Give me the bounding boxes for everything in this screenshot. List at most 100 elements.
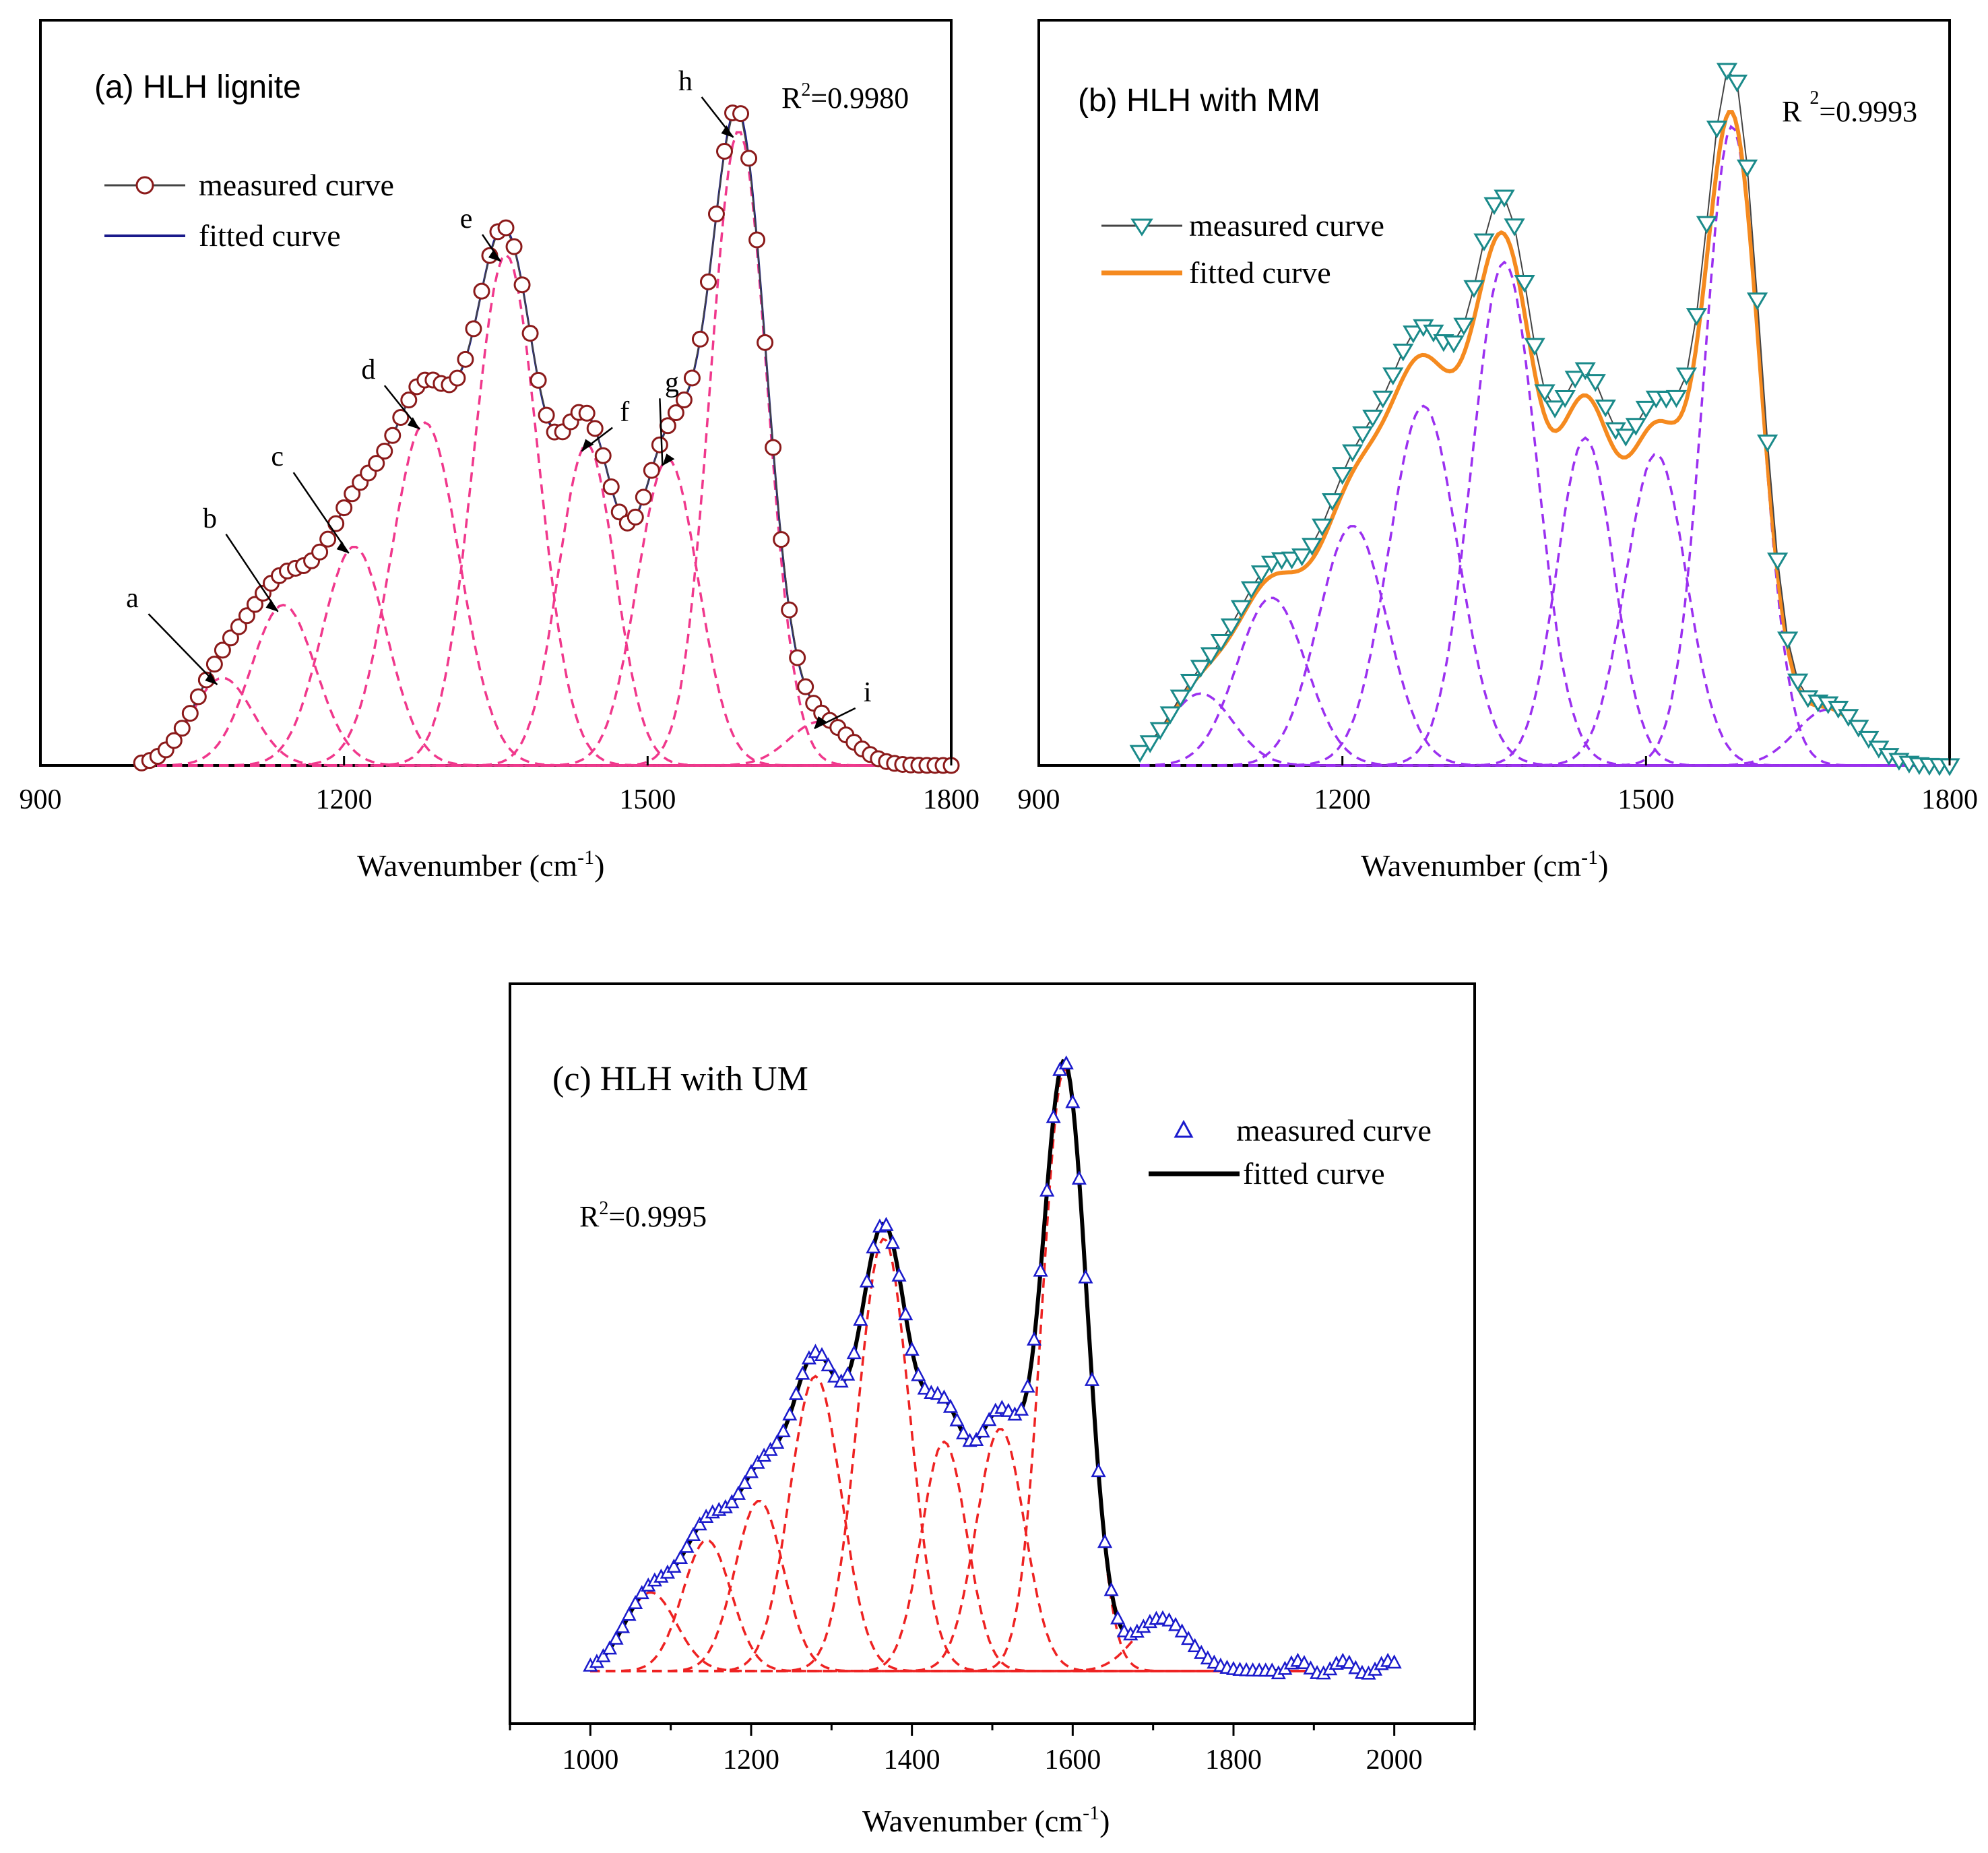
panel-b-plot	[1129, 63, 1960, 776]
measured-point	[840, 1366, 856, 1381]
peak-label-e: e	[460, 203, 473, 234]
peak-arrowhead-f	[581, 439, 594, 451]
measured-point	[1473, 233, 1495, 251]
panel-c-title: (c) HLH with UM	[552, 1060, 808, 1098]
measured-point	[497, 219, 515, 237]
measured-point	[327, 515, 345, 532]
measured-point	[1766, 553, 1789, 571]
measured-point	[1180, 674, 1201, 692]
measured-point	[732, 105, 750, 123]
measured-point	[1615, 429, 1636, 447]
measured-point	[1084, 1371, 1100, 1386]
component-peak-6	[1140, 436, 1950, 767]
panel-c-xticks: 1000 1200 1400 1600 1800 2000	[509, 1724, 1476, 1776]
measured-point	[610, 503, 628, 521]
measured-point	[1078, 1269, 1093, 1284]
x-tick-label: 1500	[619, 784, 676, 815]
measured-point	[737, 1475, 752, 1489]
component-peak-9	[1140, 708, 1950, 767]
measured-point	[238, 607, 255, 625]
measured-point	[740, 150, 758, 167]
panel-c: 1000 1200 1400 1600 1800 2000 (c) HLH with UM…	[509, 982, 1476, 1838]
measured-point	[853, 1311, 868, 1326]
measured-point	[594, 447, 612, 464]
measured-point	[319, 530, 337, 548]
measured-point	[1303, 1660, 1318, 1675]
panel-a-legend: measured curve fitted curve	[104, 168, 394, 253]
measured-point	[1534, 384, 1556, 402]
measured-point	[1033, 1262, 1048, 1277]
measured-point	[1635, 400, 1657, 419]
measured-point	[1103, 1581, 1119, 1596]
measured-point	[635, 489, 652, 506]
measured-point	[1494, 189, 1515, 208]
measured-point	[789, 649, 806, 666]
measured-point	[586, 420, 604, 437]
peak-arrow-b	[225, 534, 279, 613]
x-tick-label: 1600	[1044, 1745, 1101, 1776]
panel-c-legend: measured curve fitted curve	[1149, 1113, 1432, 1191]
measured-point	[1332, 467, 1353, 485]
measured-point	[797, 678, 814, 695]
measured-point	[602, 478, 620, 496]
measured-point	[1046, 1108, 1061, 1123]
peak-arrow-i	[814, 707, 856, 730]
component-peak-2	[1140, 596, 1950, 767]
measured-point	[1392, 343, 1414, 362]
measured-point	[1544, 400, 1566, 418]
measured-point	[1169, 689, 1191, 708]
x-tick-label: 1200	[316, 784, 373, 815]
measured-point	[1382, 367, 1404, 385]
peak-arrowhead-c	[336, 541, 349, 554]
measured-point	[173, 720, 191, 737]
measured-point	[675, 391, 693, 408]
measured-point	[898, 1306, 913, 1321]
x-tick-label: 900	[1018, 784, 1060, 815]
legend-a-fitted-label: fitted curve	[199, 218, 341, 253]
measured-point	[942, 1398, 959, 1413]
x-tick-label: 1200	[1314, 784, 1371, 815]
measured-point	[1174, 1623, 1190, 1638]
panel-a-frame	[39, 19, 953, 767]
measured-point	[775, 1423, 791, 1437]
legend-a-measured-marker	[135, 176, 154, 195]
measured-point	[1200, 1650, 1215, 1665]
measured-point	[1260, 555, 1283, 574]
panel-c-r2: R2=0.9995	[579, 1198, 707, 1233]
measured-point	[782, 1406, 798, 1421]
x-tick-label: 1800	[923, 784, 980, 815]
measured-point	[743, 1464, 759, 1478]
measured-point	[904, 1341, 920, 1356]
measured-point	[1386, 1654, 1402, 1669]
panel-b-frame	[1037, 19, 1951, 767]
measured-point	[1362, 409, 1384, 428]
panel-b: 900 1200 1500 1800 (b) HLH with MM R 2=0.999…	[1018, 19, 1978, 883]
peak-arrow-g	[659, 398, 664, 466]
measured-point	[691, 330, 709, 348]
measured-point	[1230, 600, 1252, 619]
measured-point	[1097, 1534, 1113, 1548]
measured-point	[699, 273, 717, 290]
measured-point	[730, 1485, 746, 1500]
measured-point	[1296, 1655, 1312, 1670]
x-tick-label: 1800	[1921, 784, 1978, 815]
measured-point	[1168, 1616, 1184, 1631]
measured-point	[827, 1368, 843, 1383]
measured-point	[1574, 362, 1596, 381]
measured-point	[1039, 1182, 1055, 1197]
measured-point	[181, 705, 199, 722]
measured-point	[1463, 280, 1485, 299]
legend-b-measured-marker	[1130, 218, 1153, 237]
peak-arrowhead-g	[662, 453, 675, 466]
measured-point	[833, 1373, 849, 1388]
measured-point	[885, 1234, 901, 1249]
measured-point	[765, 439, 782, 456]
panel-b-xlabel: Wavenumber (cm-1)	[1361, 846, 1608, 883]
measured-point	[1514, 275, 1535, 293]
measured-point	[344, 485, 361, 503]
measured-point	[859, 1273, 874, 1288]
measured-point	[1403, 325, 1424, 344]
measured-point	[911, 1367, 926, 1381]
measured-point	[748, 231, 766, 249]
panel-a-plot	[133, 104, 960, 774]
